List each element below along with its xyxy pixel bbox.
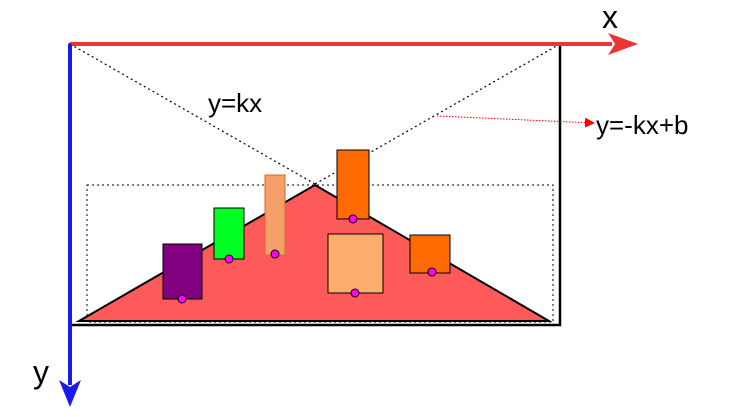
- line-kx-dotted: [69, 43, 316, 185]
- green-box: [213, 207, 245, 260]
- x-axis-label: x: [602, 0, 618, 35]
- peach-box: [264, 174, 286, 256]
- line-neg-kx-b-label: y=-kx+b: [596, 110, 689, 140]
- purple-box: [162, 243, 203, 300]
- anchor-dot-orange-small: [427, 267, 437, 277]
- line-kx-label: y=kx: [208, 88, 262, 118]
- anchor-dot-green: [224, 254, 234, 264]
- y-axis-label: y: [33, 354, 49, 390]
- anchor-dot-orange-tall: [348, 214, 358, 224]
- y-axis-arrowhead: [59, 380, 81, 407]
- anchor-dot-peach: [270, 249, 280, 259]
- light-orange-box: [327, 233, 384, 294]
- anchor-dot-purple: [177, 294, 187, 304]
- x-axis-arrowhead: [608, 33, 638, 55]
- label-pointer-arrow: [436, 115, 595, 128]
- triangle-shape: [75, 183, 553, 322]
- orange-box-tall: [336, 149, 370, 220]
- anchor-dot-light-orange: [350, 288, 360, 298]
- orange-box-small: [409, 234, 451, 274]
